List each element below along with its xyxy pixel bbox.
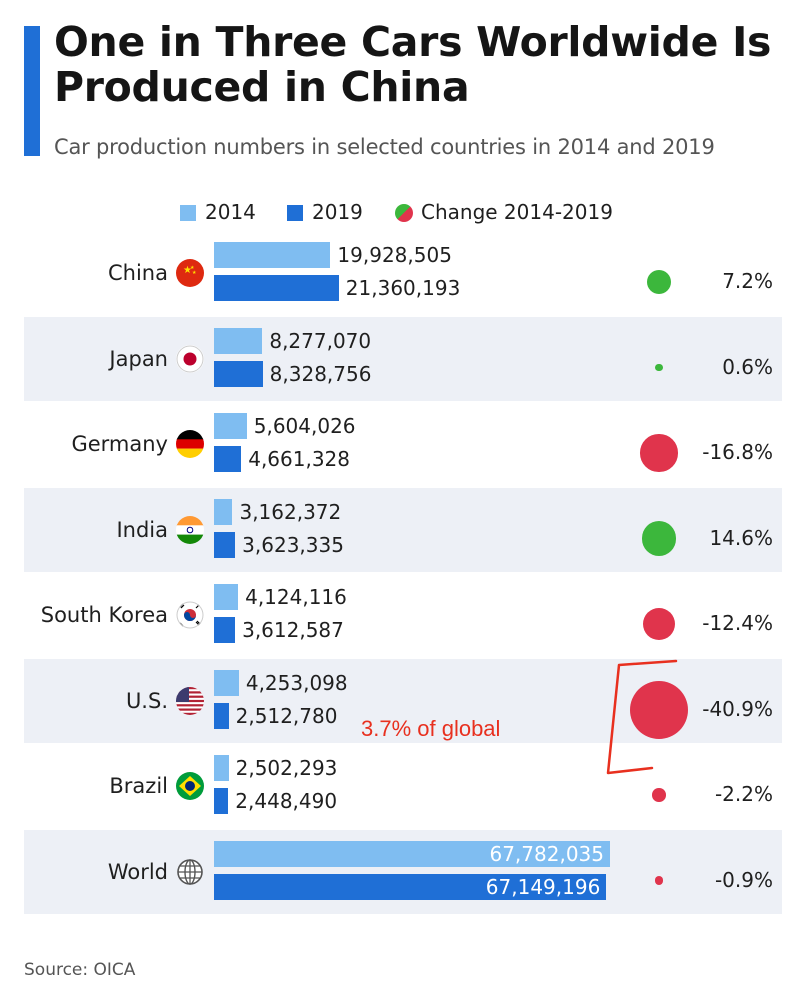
chart-row-brazil: Brazil (24, 744, 782, 828)
svg-text:★: ★ (183, 265, 192, 276)
source-note: Source: OICA (24, 960, 136, 980)
data-label-2019: 3,623,335 (242, 532, 344, 557)
legend-label-change: Change 2014-2019 (421, 200, 613, 224)
legend-change-icon (395, 204, 413, 222)
category-label: South Korea (40, 603, 168, 627)
data-label-2019: 8,328,756 (269, 361, 372, 386)
bar-2014 (214, 498, 233, 525)
bar-2019 (214, 873, 607, 900)
bar-2014 (214, 755, 229, 781)
bar-2019 (214, 275, 339, 301)
change-label: -16.8% (702, 440, 773, 464)
data-label-2014: 67,782,035 (489, 841, 604, 866)
bar-2014 (214, 242, 331, 268)
data-label-2019: 21,360,193 (345, 276, 461, 300)
bar-2014 (214, 327, 263, 354)
change-bubble (643, 608, 675, 640)
change-bubble (641, 521, 677, 556)
change-bubble (630, 680, 688, 739)
bar-2019 (214, 531, 236, 558)
change-label: -12.4% (702, 611, 773, 635)
bar-2019 (214, 360, 263, 387)
change-label: -2.2% (714, 782, 773, 806)
bar-2019 (214, 702, 229, 729)
chart-row-germany: Germany (24, 402, 782, 486)
change-label: 0.6% (722, 354, 773, 379)
annotation-us-share: 3.7% of global (361, 716, 501, 741)
bar-2019 (214, 617, 236, 643)
data-label-2019: 67,149,196 (485, 874, 601, 899)
data-label-2014: 5,604,026 (253, 414, 356, 438)
change-label: 14.6% (709, 525, 773, 550)
bar-2014 (214, 840, 610, 867)
chart-row-japan: Japan (24, 316, 782, 401)
category-label: U.S. (125, 688, 168, 713)
south-korea-flag-icon (176, 601, 204, 629)
change-bubble (654, 876, 664, 885)
legend-label-2014: 2014 (205, 200, 256, 224)
change-bubble (652, 788, 666, 802)
data-label-2014: 4,124,116 (245, 585, 347, 609)
data-label-2014: 2,502,293 (235, 756, 338, 780)
category-label: India (116, 517, 168, 542)
chart-title: One in Three Cars Worldwide Is Produced … (54, 18, 772, 111)
bar-2019 (214, 446, 242, 472)
change-label: -0.9% (714, 867, 773, 892)
data-label-2019: 4,661,328 (248, 447, 351, 471)
legend-swatch-2014 (180, 205, 196, 221)
svg-text:★: ★ (190, 265, 195, 271)
data-label-2014: 3,162,372 (239, 499, 342, 524)
title-accent-bar (24, 26, 40, 156)
category-label: Japan (109, 346, 168, 371)
annotation-bracket (606, 659, 678, 775)
china-flag-icon: ★ ★ ★ (176, 259, 204, 287)
brazil-flag-icon (176, 772, 204, 800)
data-label-2014: 19,928,505 (337, 243, 452, 267)
svg-text:★: ★ (192, 270, 197, 276)
chart-subtitle: Car production numbers in selected count… (54, 135, 715, 159)
chart-row-south-korea: South Korea (24, 573, 782, 657)
legend-swatch-2019 (287, 205, 303, 221)
japan-flag-icon (176, 344, 204, 373)
change-label: -40.9% (702, 696, 773, 721)
change-bubble (655, 363, 663, 371)
category-label: China (108, 261, 168, 285)
category-label: Germany (71, 432, 168, 456)
data-label-2019: 2,512,780 (235, 703, 338, 728)
change-label: 7.2% (722, 269, 773, 293)
data-label-2014: 4,253,098 (245, 670, 348, 695)
bar-2014 (214, 669, 239, 696)
bar-2014 (214, 584, 239, 610)
data-label-2019: 2,448,490 (235, 789, 338, 813)
bar-2019 (214, 788, 229, 814)
germany-flag-icon (176, 430, 204, 458)
data-label-2019: 3,612,587 (242, 618, 344, 642)
category-label: World (107, 859, 168, 884)
legend-label-2019: 2019 (312, 200, 363, 224)
change-bubble (640, 434, 678, 472)
us-flag-icon (176, 686, 204, 715)
globe-icon (176, 858, 204, 886)
bar-2014 (214, 413, 247, 439)
legend: 2014 2019 Change 2014-2019 (0, 200, 795, 228)
category-label: Brazil (109, 774, 168, 798)
india-flag-icon (176, 515, 204, 544)
change-bubble (646, 269, 672, 295)
data-label-2014: 8,277,070 (269, 328, 372, 353)
chart-row-china: China ★ ★ ★ (24, 231, 782, 315)
